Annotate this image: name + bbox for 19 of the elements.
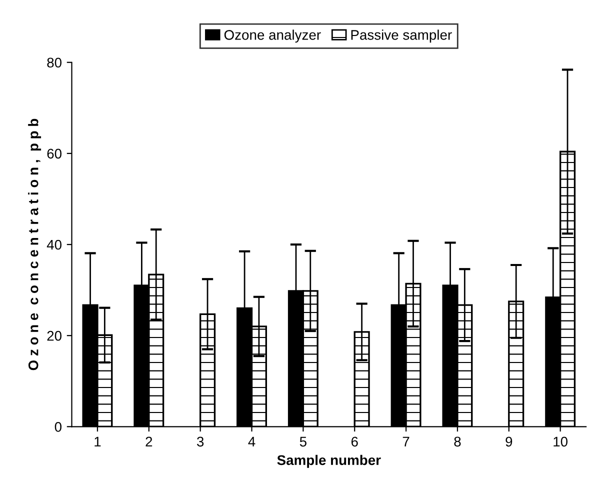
y-tick-label: 80 <box>47 58 62 68</box>
y-tick-label: 0 <box>54 422 62 432</box>
x-tick-label: 7 <box>402 436 410 446</box>
y-tick-label: 20 <box>47 330 62 341</box>
x-tick-label: 5 <box>300 436 306 447</box>
x-tick-label: 1 <box>94 436 101 446</box>
x-tick-label: 3 <box>197 436 204 447</box>
legend-label: Ozone analyzer <box>224 30 321 43</box>
x-tick-label: 8 <box>454 436 461 447</box>
x-tick-label: 9 <box>506 436 512 447</box>
y-tick-label: 40 <box>46 240 62 250</box>
x-tick-label: 4 <box>248 436 256 446</box>
legend-label: Passive sampler <box>351 30 452 43</box>
y-tick-label: 60 <box>47 148 62 159</box>
x-axis-title: Sample number <box>277 454 381 468</box>
y-axis-title: O z o n e c o n c e n t r a t i o n , p p b <box>28 118 42 370</box>
x-tick-label: 10 <box>554 436 568 447</box>
x-tick-label: 6 <box>351 436 358 447</box>
x-tick-label: 2 <box>146 436 152 446</box>
